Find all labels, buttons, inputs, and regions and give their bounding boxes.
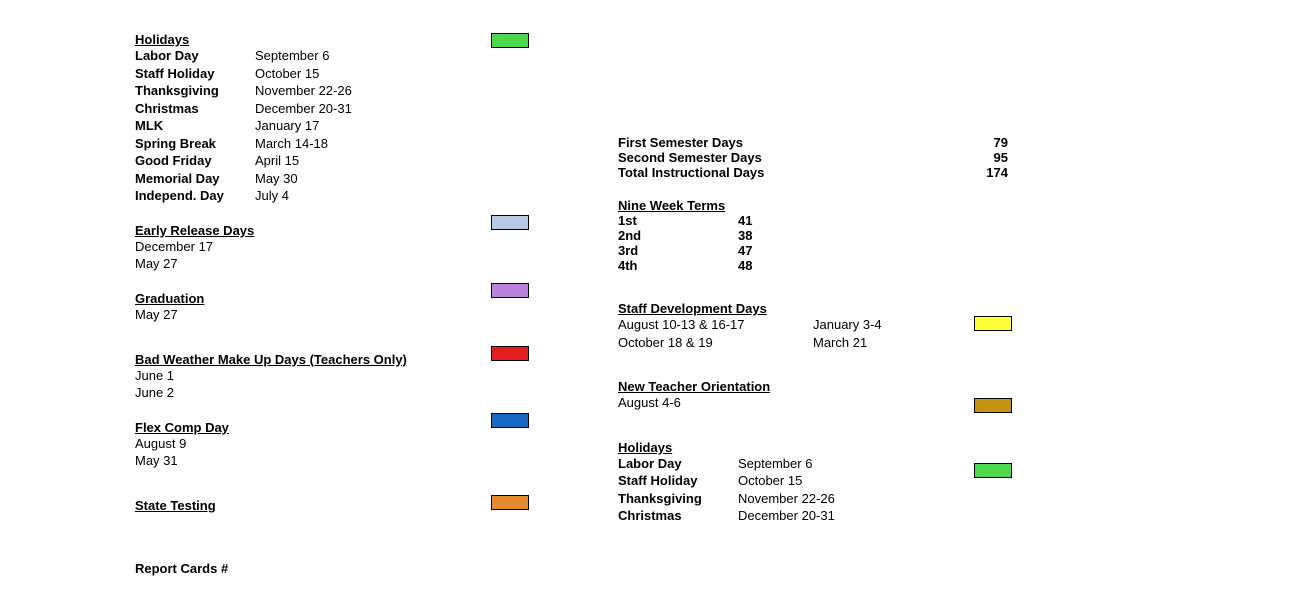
holiday-row: Staff HolidayOctober 15 — [135, 65, 565, 83]
term-value: 48 — [738, 258, 768, 273]
holiday-row: ThanksgivingNovember 22-26 — [135, 82, 565, 100]
report-cards-title: Report Cards # — [135, 561, 565, 576]
holiday-date: October 15 — [255, 65, 565, 83]
holidays2-title: Holidays — [618, 440, 1048, 455]
staff-dev-date: August 10-13 & 16-17 — [618, 316, 813, 334]
flex-comp-date: May 31 — [135, 452, 565, 470]
nine-week-section: Nine Week Terms 1st41 2nd38 3rd47 4th48 — [618, 198, 1048, 273]
holidays2-section: Holidays Labor DaySeptember 6 Staff Holi… — [618, 440, 1048, 525]
swatch-graduation — [491, 283, 529, 298]
holiday-label: Labor Day — [135, 47, 255, 65]
term-label: 4th — [618, 258, 738, 273]
term-label: 3rd — [618, 243, 738, 258]
semester-label: Total Instructional Days — [618, 165, 968, 180]
staff-dev-title: Staff Development Days — [618, 301, 1048, 316]
holiday-label: Christmas — [135, 100, 255, 118]
semester-days-section: First Semester Days79 Second Semester Da… — [618, 135, 1048, 180]
holidays-section: Holidays Labor DaySeptember 6 Staff Holi… — [135, 32, 565, 205]
term-value: 47 — [738, 243, 768, 258]
swatch-early-release — [491, 215, 529, 230]
swatch-staff-dev — [974, 316, 1012, 331]
bad-weather-date: June 2 — [135, 384, 565, 402]
holiday-date: July 4 — [255, 187, 565, 205]
holiday-label: Independ. Day — [135, 187, 255, 205]
holiday-row: ChristmasDecember 20-31 — [618, 507, 1048, 525]
holiday-label: Christmas — [618, 507, 738, 525]
flex-comp-date: August 9 — [135, 435, 565, 453]
swatch-bad-weather — [491, 346, 529, 361]
staff-dev-date: March 21 — [813, 334, 963, 352]
term-value: 41 — [738, 213, 768, 228]
swatch-holidays2 — [974, 463, 1012, 478]
swatch-flex-comp — [491, 413, 529, 428]
early-release-section: Early Release Days December 17 May 27 — [135, 223, 565, 273]
holiday-row: Independ. DayJuly 4 — [135, 187, 565, 205]
term-value: 38 — [738, 228, 768, 243]
holiday-row: Memorial DayMay 30 — [135, 170, 565, 188]
semester-label: First Semester Days — [618, 135, 968, 150]
holiday-date: December 20-31 — [738, 507, 1048, 525]
early-release-date: December 17 — [135, 238, 565, 256]
semester-value: 174 — [968, 165, 1008, 180]
holiday-date: April 15 — [255, 152, 565, 170]
swatch-state-testing — [491, 495, 529, 510]
semester-label: Second Semester Days — [618, 150, 968, 165]
holiday-row: MLKJanuary 17 — [135, 117, 565, 135]
holiday-label: Thanksgiving — [618, 490, 738, 508]
holiday-label: Memorial Day — [135, 170, 255, 188]
term-row: 4th48 — [618, 258, 1048, 273]
term-label: 2nd — [618, 228, 738, 243]
holiday-date: March 14-18 — [255, 135, 565, 153]
term-row: 3rd47 — [618, 243, 1048, 258]
holiday-label: MLK — [135, 117, 255, 135]
nine-week-title: Nine Week Terms — [618, 198, 1048, 213]
holiday-label: Labor Day — [618, 455, 738, 473]
holiday-label: Staff Holiday — [618, 472, 738, 490]
holiday-row: ThanksgivingNovember 22-26 — [618, 490, 1048, 508]
term-label: 1st — [618, 213, 738, 228]
new-teacher-title: New Teacher Orientation — [618, 379, 1048, 394]
holiday-date: May 30 — [255, 170, 565, 188]
staff-dev-date: January 3-4 — [813, 316, 963, 334]
holiday-row: Spring BreakMarch 14-18 — [135, 135, 565, 153]
holiday-row: Good FridayApril 15 — [135, 152, 565, 170]
holiday-date: January 17 — [255, 117, 565, 135]
staff-dev-date: October 18 & 19 — [618, 334, 813, 352]
swatch-new-teacher — [974, 398, 1012, 413]
holiday-date: November 22-26 — [255, 82, 565, 100]
holiday-label: Good Friday — [135, 152, 255, 170]
holiday-date: November 22-26 — [738, 490, 1048, 508]
holiday-label: Spring Break — [135, 135, 255, 153]
holiday-row: Labor DaySeptember 6 — [135, 47, 565, 65]
graduation-date: May 27 — [135, 306, 565, 324]
bad-weather-date: June 1 — [135, 367, 565, 385]
holiday-label: Thanksgiving — [135, 82, 255, 100]
early-release-date: May 27 — [135, 255, 565, 273]
term-row: 2nd38 — [618, 228, 1048, 243]
semester-value: 95 — [968, 150, 1008, 165]
holiday-date: December 20-31 — [255, 100, 565, 118]
semester-row: Second Semester Days95 — [618, 150, 1048, 165]
semester-row: First Semester Days79 — [618, 135, 1048, 150]
swatch-holidays — [491, 33, 529, 48]
report-cards-section: Report Cards # — [135, 561, 565, 576]
holiday-row: ChristmasDecember 20-31 — [135, 100, 565, 118]
calendar-legend-page: Holidays Labor DaySeptember 6 Staff Holi… — [0, 0, 1302, 590]
holiday-date: September 6 — [255, 47, 565, 65]
holiday-label: Staff Holiday — [135, 65, 255, 83]
semester-value: 79 — [968, 135, 1008, 150]
term-row: 1st41 — [618, 213, 1048, 228]
semester-row: Total Instructional Days174 — [618, 165, 1048, 180]
